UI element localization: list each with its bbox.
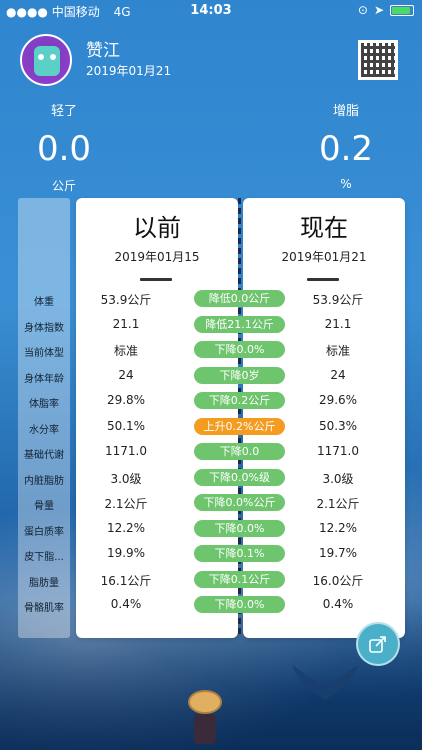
before-value: 1171.0: [105, 444, 147, 458]
before-value: 0.4%: [110, 597, 142, 611]
after-value: 1171.0: [317, 444, 359, 458]
user-name: 赞江: [86, 41, 120, 61]
row-label: 脂肪量: [29, 577, 59, 589]
before-value: 12.2%: [106, 520, 146, 535]
after-date: 2019年01月21: [281, 250, 367, 264]
orientation-lock-icon: ⊙: [357, 3, 368, 17]
row-label: 皮下脂...: [24, 552, 64, 563]
status-right: ⊙ ➤: [358, 3, 414, 17]
share-button[interactable]: [356, 622, 400, 666]
after-value: 2.1公斤: [316, 497, 360, 511]
before-value: 标准: [113, 344, 138, 358]
battery-icon: [390, 4, 414, 16]
before-value: 3.0级: [110, 471, 142, 486]
share-icon: [369, 636, 386, 653]
avatar-eye-right: [50, 54, 56, 60]
clock: 14:03: [190, 3, 232, 18]
row-label: 骨量: [34, 501, 54, 512]
before-value: 50.1%: [106, 418, 146, 433]
weight-loss-value: 0.0: [36, 129, 92, 169]
fat-gain-stat: 增脂 0.2 %: [306, 100, 386, 191]
metric-labels-column: [18, 198, 70, 638]
before-value: 21.1: [112, 316, 140, 331]
row-label: 身体指数: [24, 322, 64, 334]
change-badge: 下降0.2公斤: [194, 392, 285, 409]
weight-loss-unit: 公斤: [51, 179, 76, 193]
status-bar: ●●●● 中国移动 4G 14:03 ⊙ ➤: [0, 0, 422, 22]
before-value: 53.9公斤: [100, 293, 152, 307]
before-value: 24: [118, 367, 134, 382]
row-label: 体重: [34, 297, 54, 308]
before-value: 16.1公斤: [100, 573, 152, 588]
row-label: 当前体型: [24, 348, 64, 359]
after-value: 19.7%: [318, 546, 358, 560]
carrier-name: 中国移动: [51, 5, 100, 19]
qr-code-icon[interactable]: [358, 40, 398, 80]
after-value: 53.9公斤: [312, 293, 364, 307]
fat-gain-label: 增脂: [332, 104, 359, 119]
row-label: 基础代谢: [24, 450, 64, 461]
change-badge: 降低0.0公斤: [194, 290, 285, 307]
before-date: 2019年01月15: [114, 250, 200, 264]
girl-hat: [188, 690, 222, 714]
avatar-eye-left: [38, 54, 44, 60]
after-value: 3.0级: [322, 471, 354, 486]
before-value: 19.9%: [106, 546, 146, 560]
change-badge: 下降0.0%: [194, 341, 285, 358]
girl-illustration: [180, 690, 230, 750]
after-value: 12.2%: [318, 520, 358, 535]
after-title: 现在: [300, 214, 348, 242]
change-badge: 下降0.0%: [194, 519, 285, 537]
after-value: 50.3%: [318, 418, 358, 433]
change-badge: 下降0.0%级: [194, 468, 285, 486]
after-value: 24: [330, 367, 346, 382]
before-title: 以前: [133, 214, 181, 242]
network-type: 4G: [113, 5, 131, 19]
after-value: 21.1: [324, 316, 352, 331]
avatar-face: [34, 46, 60, 76]
change-badge: 上升0.2%公斤: [194, 417, 285, 435]
fat-gain-unit: %: [340, 177, 352, 191]
change-badge: 下降0岁: [194, 366, 285, 384]
after-value: 标准: [325, 344, 350, 358]
row-label: 内脏脂肪: [24, 475, 64, 487]
whale-tail-illustration: [292, 665, 358, 750]
change-badge: 下降0.0: [194, 443, 285, 460]
after-value: 29.6%: [318, 393, 358, 407]
before-value: 2.1公斤: [104, 497, 148, 511]
row-label: 水分率: [29, 424, 59, 436]
location-icon: ➤: [373, 3, 384, 17]
row-label: 骨骼肌率: [24, 603, 64, 614]
weight-loss-stat: 轻了 0.0 公斤: [24, 100, 104, 194]
row-label: 蛋白质率: [24, 526, 64, 538]
change-badge: 下降0.1公斤: [194, 570, 285, 588]
girl-body: [194, 714, 216, 744]
avatar[interactable]: [20, 34, 72, 86]
change-badge: 下降0.0%公斤: [194, 494, 285, 511]
weight-loss-label: 轻了: [50, 104, 77, 119]
row-label: 身体年龄: [24, 373, 64, 385]
after-divider: [307, 278, 339, 281]
change-badge: 下降0.0%: [194, 596, 285, 613]
user-date: 2019年01月21: [86, 64, 172, 78]
after-value: 16.0公斤: [312, 573, 364, 588]
change-badge: 降低21.1公斤: [194, 315, 285, 333]
before-value: 29.8%: [106, 393, 146, 407]
signal-icon: ●●●●: [6, 5, 48, 19]
status-left: ●●●● 中国移动 4G: [6, 3, 131, 20]
before-divider: [140, 278, 172, 281]
fat-gain-value: 0.2: [318, 129, 374, 169]
change-badge: 下降0.1%: [194, 545, 285, 562]
row-label: 体脂率: [29, 399, 59, 410]
after-value: 0.4%: [322, 597, 354, 611]
